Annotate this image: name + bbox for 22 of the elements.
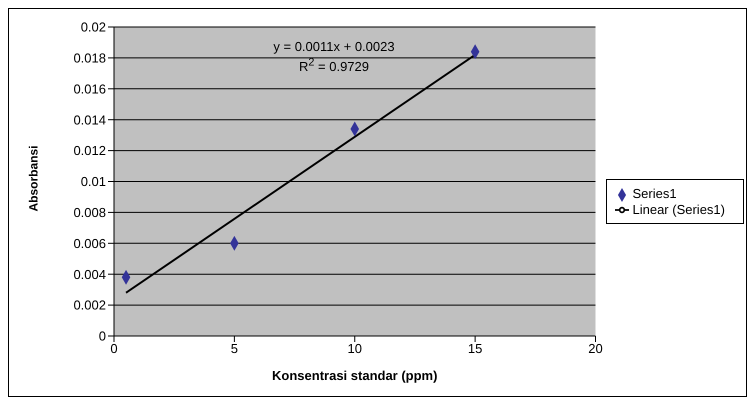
annotation: R$^{2}$ = 0.9729 (297, 57, 371, 74)
legend-label: Linear (Series1) (632, 202, 725, 216)
annotation: y = 0.0011x + 0.0023 (271, 39, 397, 54)
y-tick-label: 0.02 (80, 20, 106, 35)
y-tick-label: 0.008 (73, 205, 106, 220)
x-tick-label: 5 (230, 341, 238, 356)
y-tick-label: 0.006 (73, 236, 106, 251)
y-tick-label: 0.004 (73, 266, 106, 282)
y-tick-label: 0.016 (73, 81, 106, 96)
legend-label: Series1 (632, 186, 677, 201)
y-tick-label: 0.014 (73, 112, 106, 128)
y-tick-label: 0.002 (73, 298, 106, 313)
y-axis-title: Absorbansi (26, 145, 40, 212)
x-tick-label: 20 (588, 341, 603, 356)
x-axis-title: Konsentrasi standar (ppm) (272, 368, 438, 383)
y-tick-label: 0.01 (80, 174, 106, 190)
x-tick-label: 15 (468, 341, 482, 356)
y-tick-label: 0 (98, 328, 106, 344)
y-tick-label: 0.018 (73, 50, 106, 66)
x-tick-label: 0 (110, 341, 118, 356)
x-tick-label: 10 (348, 341, 362, 356)
y-tick-label: 0.012 (73, 143, 106, 158)
